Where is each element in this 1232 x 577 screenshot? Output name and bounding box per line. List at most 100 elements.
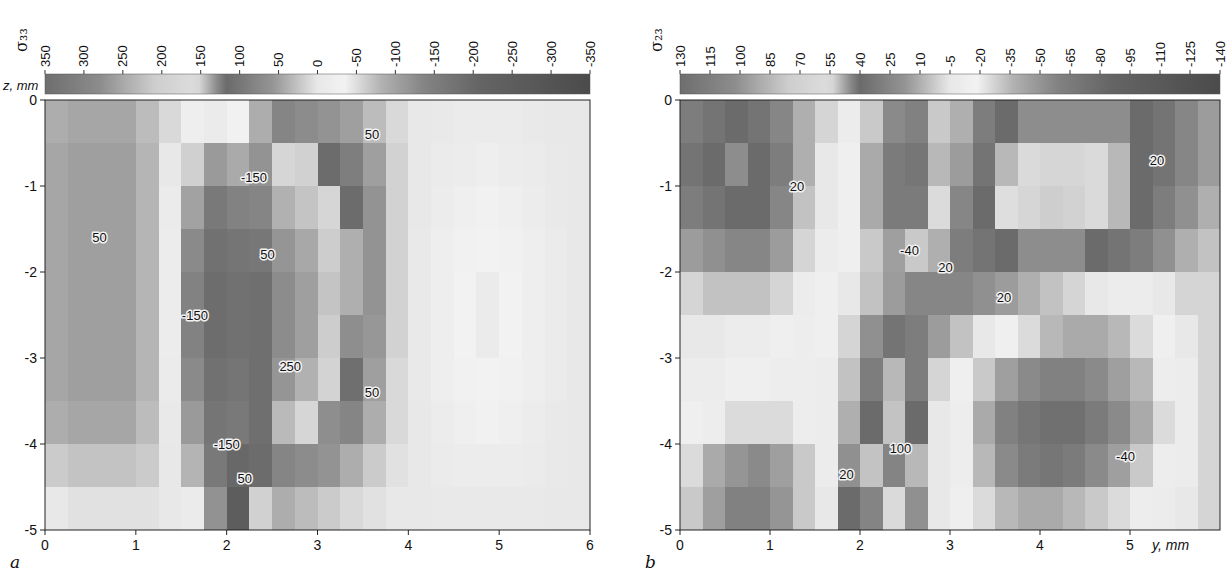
heat-cell	[815, 487, 838, 530]
heat-cell	[1040, 100, 1063, 144]
x-tick	[317, 530, 318, 535]
heat-cell	[1198, 143, 1221, 187]
heat-cell	[1153, 272, 1176, 316]
heat-cell	[431, 401, 454, 445]
heat-cell	[45, 315, 68, 359]
heat-cell	[522, 358, 545, 402]
heat-cell	[295, 444, 318, 488]
heat-cell	[748, 186, 771, 230]
heat-cell	[950, 272, 973, 316]
heat-cell	[680, 444, 703, 488]
heat-cell	[748, 487, 771, 530]
colorbar-title: σ₃₃	[12, 28, 31, 52]
colorbar-tick	[980, 70, 981, 74]
heat-cell	[725, 401, 748, 445]
y-tick-label: -2	[25, 264, 38, 280]
colorbar-tick	[740, 70, 741, 74]
heat-cell	[522, 100, 545, 144]
heat-cell	[770, 100, 793, 144]
heat-cell	[680, 272, 703, 316]
heat-cell	[545, 358, 568, 402]
heat-cell	[545, 229, 568, 273]
heat-cell	[1198, 272, 1221, 316]
heat-cell	[838, 229, 861, 273]
colorbar-tick-label: -140	[1213, 41, 1228, 67]
heat-cell	[340, 229, 363, 273]
heat-cell	[1130, 401, 1153, 445]
heat-cell	[45, 401, 68, 445]
heat-cell	[1175, 100, 1198, 144]
heat-cell	[748, 315, 771, 359]
heat-cell	[227, 272, 250, 316]
heat-cell	[386, 229, 409, 273]
heat-cell	[545, 272, 568, 316]
y-tick	[675, 272, 680, 273]
heat-cell	[249, 358, 272, 402]
heat-cell	[973, 444, 996, 488]
x-tick	[45, 530, 46, 535]
heat-cell	[181, 229, 204, 273]
heat-cell	[883, 186, 906, 230]
heat-cell	[295, 272, 318, 316]
y-tick	[40, 272, 45, 273]
heat-cell	[905, 272, 928, 316]
heat-cell	[703, 315, 726, 359]
heat-cell	[748, 272, 771, 316]
colorbar-tick-label: 250	[115, 45, 130, 67]
contour-label: 50	[365, 385, 379, 400]
heat-cell	[973, 229, 996, 273]
heat-cell	[227, 186, 250, 230]
heat-cell	[204, 229, 227, 273]
heat-cell	[838, 315, 861, 359]
heat-cell	[567, 100, 590, 144]
heat-cell	[995, 143, 1018, 187]
heat-cell	[318, 272, 341, 316]
heat-cell	[45, 358, 68, 402]
x-tick	[860, 530, 861, 535]
heat-cell	[1018, 272, 1041, 316]
heat-cell	[227, 487, 250, 530]
heat-cell	[1085, 487, 1108, 530]
heat-cell	[838, 186, 861, 230]
heat-cell	[725, 143, 748, 187]
contour-label: 20	[1150, 153, 1164, 168]
heat-cell	[159, 358, 182, 402]
heat-cell	[499, 143, 522, 187]
colorbar-tick	[512, 70, 513, 74]
heat-cell	[1153, 487, 1176, 530]
heat-cell	[995, 358, 1018, 402]
heat-cell	[567, 487, 590, 530]
heat-cell	[113, 315, 136, 359]
heat-cell	[1198, 229, 1221, 273]
heat-cell	[204, 487, 227, 530]
heat-cell	[499, 358, 522, 402]
heat-cell	[1063, 100, 1086, 144]
heat-cell	[1018, 229, 1041, 273]
heat-cell	[905, 487, 928, 530]
x-tick-label: 3	[314, 537, 322, 553]
contour-label: 100	[890, 441, 912, 456]
x-tick-label: 5	[1126, 537, 1134, 553]
heat-cell	[1108, 100, 1131, 144]
heat-cell	[522, 229, 545, 273]
heat-cell	[950, 358, 973, 402]
colorbar-tick-label: -50	[349, 48, 364, 67]
heat-cell	[973, 272, 996, 316]
heat-cell	[1085, 100, 1108, 144]
heat-cell	[454, 358, 477, 402]
heat-cell	[725, 229, 748, 273]
heat-cell	[1153, 358, 1176, 402]
colorbar-tick-label: 130	[673, 45, 688, 67]
y-tick-label: -4	[25, 436, 38, 452]
heat-cell	[249, 487, 272, 530]
contour-label: -150	[241, 170, 267, 185]
colorbar-tick-label: 85	[763, 53, 778, 67]
heat-cell	[249, 272, 272, 316]
heat-cell	[1040, 358, 1063, 402]
colorbar-tick-label: -95	[1123, 48, 1138, 67]
heat-cell	[431, 143, 454, 187]
heat-cell	[90, 100, 113, 144]
heat-cell	[476, 186, 499, 230]
heat-cell	[1063, 358, 1086, 402]
heat-cell	[680, 100, 703, 144]
